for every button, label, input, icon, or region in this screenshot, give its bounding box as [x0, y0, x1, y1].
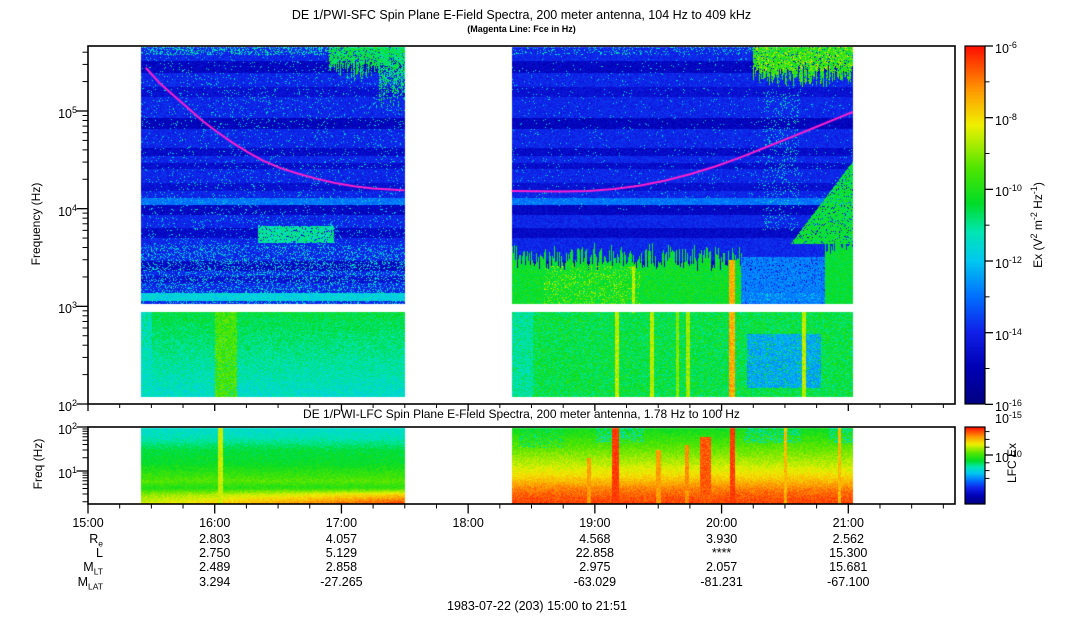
- sfc-ytick-label: 104: [58, 202, 77, 219]
- sfc-ytick-label: 105: [58, 105, 77, 122]
- ephemeris-row-label-text: M: [83, 560, 94, 574]
- sfc-colorbar-border: [964, 45, 986, 405]
- sfc-colorbar-tick-label: 10-10: [995, 183, 1022, 200]
- sfc-colorbar-tick-label: 10-16: [995, 398, 1022, 415]
- exponent: -10: [1008, 183, 1022, 194]
- exponent: 3: [71, 300, 77, 311]
- ephemeris-row-label-sub: e: [98, 538, 103, 549]
- ephemeris-value: 2.057: [705, 560, 738, 574]
- exponent: -12: [1008, 255, 1022, 265]
- sfc-subtitle: (Magenta Line: Fce in Hz): [467, 24, 576, 34]
- exponent: -16: [1008, 398, 1022, 409]
- ephemeris-value: 3.294: [199, 575, 231, 589]
- ephemeris-row-label-mlat: MLAT: [55, 575, 103, 594]
- ephemeris-value: 15.681: [829, 560, 868, 574]
- sfc-colorbar-tick-label: 10-8: [995, 111, 1017, 128]
- ephemeris-row-label-l: L: [55, 546, 103, 565]
- ephemeris-value: 22.858: [575, 546, 614, 560]
- ephemeris-row-label-text: L: [96, 546, 103, 560]
- ephemeris-row-label-sub: LT: [93, 566, 103, 577]
- sfc-title: DE 1/PWI-SFC Spin Plane E-Field Spectra,…: [291, 8, 752, 22]
- ephemeris-row-label-re: Re: [55, 532, 103, 551]
- exponent: 2: [71, 421, 77, 431]
- sfc-colorbar-tick-label: 10-12: [995, 255, 1022, 272]
- time-tick-label: 17:00: [325, 516, 358, 530]
- lfc-colorbar: [965, 427, 985, 504]
- exponent: -10: [1008, 449, 1022, 459]
- ephemeris-value: -63.029: [573, 575, 617, 589]
- sfc-colorbar: [965, 46, 985, 404]
- ephemeris-value: 2.803: [199, 532, 231, 546]
- exponent: 2: [71, 398, 77, 408]
- exponent: -15: [1008, 410, 1022, 420]
- lfc-colorbar-border: [964, 426, 986, 505]
- ephemeris-row-label-sub: LAT: [88, 581, 103, 592]
- sfc-panel-border: [87, 45, 956, 405]
- ephemeris-value: -27.265: [320, 575, 363, 589]
- time-tick-label: 21:00: [832, 516, 864, 530]
- sfc-colorbar-tick-label: 10-14: [995, 326, 1022, 343]
- exponent: 5: [71, 105, 77, 115]
- exponent: -8: [1008, 111, 1017, 122]
- ephemeris-value: 2.562: [832, 532, 864, 546]
- time-tick-label: 19:00: [579, 516, 611, 530]
- ephemeris-value: 2.489: [199, 560, 231, 574]
- exponent: 4: [71, 202, 77, 213]
- sfc-spectrogram: [88, 46, 955, 404]
- lfc-colorbar-tick-label: 10-15: [995, 410, 1022, 427]
- lfc-panel-border: [87, 426, 956, 505]
- lfc-spectrogram: [88, 427, 955, 504]
- lfc-colorbar-tick-label: 10-10: [995, 449, 1022, 466]
- exponent: -14: [1008, 326, 1022, 337]
- ephemeris-value: -81.231: [700, 575, 743, 589]
- lfc-ytick-label: 102: [58, 421, 77, 438]
- sfc-colorbar-tick-label: 10-6: [995, 40, 1017, 57]
- sfc-ytick-label: 102: [58, 398, 77, 415]
- ephemeris-value: 4.057: [325, 532, 358, 546]
- time-tick-label: 16:00: [199, 516, 231, 530]
- lfc-ytick-label: 101: [58, 465, 77, 482]
- ephemeris-value: 2.858: [325, 560, 358, 574]
- ephemeris-row-label-mlt: MLT: [55, 560, 103, 579]
- sfc-ytick-label: 103: [58, 300, 77, 317]
- ephemeris-value: 2.975: [579, 560, 611, 574]
- time-tick-label: 15:00: [72, 516, 104, 530]
- ephemeris-row-label-text: R: [89, 532, 99, 546]
- time-tick-label: 20:00: [705, 516, 738, 530]
- exponent: -6: [1008, 40, 1017, 50]
- ephemeris-value: 5.129: [325, 546, 358, 560]
- ephemeris-value: ****: [711, 546, 732, 560]
- ephemeris-value: 2.750: [199, 546, 231, 560]
- ephemeris-value: -67.100: [827, 575, 870, 589]
- date-range-footer: 1983-07-22 (203) 15:00 to 21:51: [447, 599, 627, 613]
- ephemeris-value: 15.300: [829, 546, 868, 560]
- lfc-title: DE 1/PWI-LFC Spin Plane E-Field Spectra,…: [303, 407, 740, 421]
- ephemeris-value: 3.930: [705, 532, 738, 546]
- time-tick-label: 18:00: [452, 516, 484, 530]
- ephemeris-row-label-text: M: [77, 575, 89, 589]
- ephemeris-value: 4.568: [579, 532, 611, 546]
- exponent: 1: [71, 465, 77, 475]
